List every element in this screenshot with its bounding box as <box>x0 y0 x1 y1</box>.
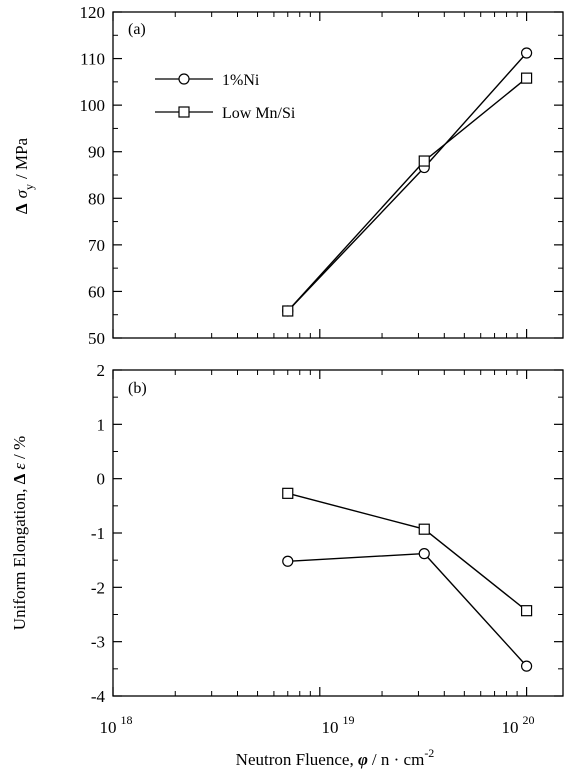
panel-b-series <box>282 487 533 672</box>
panel-b-ylabel: Uniform Elongation, Δε/ % <box>10 436 29 630</box>
panel-a: 50 60 70 80 90 100 110 120 (a) 1%Ni Low Mn/Si Δ… <box>12 3 564 348</box>
series-line-1-ni <box>287 552 528 667</box>
data-point-low-mn-si <box>282 487 294 499</box>
ytick-label: -1 <box>91 524 105 543</box>
data-point-low-mn-si <box>418 155 430 167</box>
x-axis-title: Neutron Fluence, φ / n · cm-2 <box>236 746 435 769</box>
x-tick-labels: 10 18 10 19 10 20 <box>100 713 535 737</box>
panel-a-ticks <box>112 11 563 339</box>
ytick-label: 70 <box>88 236 105 255</box>
ytick-label: 2 <box>97 361 106 380</box>
xtick-label-1e19: 10 19 <box>322 713 355 737</box>
data-point-1-ni <box>418 548 430 560</box>
legend-label-1pct-ni: 1%Ni <box>222 72 260 89</box>
xtick-label-1e20: 10 20 <box>502 713 535 737</box>
data-point-low-mn-si <box>520 72 533 84</box>
ytick-label: 100 <box>80 96 106 115</box>
data-point-1-ni <box>282 555 294 567</box>
panel-b-frame <box>112 369 564 697</box>
ytick-label: 60 <box>88 282 105 301</box>
panel-b: -4 -3 -2 -1 0 1 2 (b) 10 18 10 19 10 20 Neutron F… <box>10 361 564 769</box>
panel-a-ytick-labels: 50 60 70 80 90 100 110 120 <box>80 3 106 348</box>
ytick-label: 90 <box>88 143 105 162</box>
ytick-label: 110 <box>80 50 105 69</box>
legend-label-low-mn-si: Low Mn/Si <box>222 105 296 122</box>
panel-a-series <box>282 47 533 317</box>
ytick-label: 80 <box>88 189 105 208</box>
ytick-label: -2 <box>91 578 105 597</box>
panel-b-ticks <box>112 369 563 697</box>
legend-marker-square <box>178 106 190 118</box>
ytick-label: 1 <box>97 415 106 434</box>
legend-marker-circle <box>178 73 190 85</box>
panel-b-ytick-labels: -4 -3 -2 -1 0 1 2 <box>91 361 106 706</box>
panel-a-ylabel: Δσy/ MPa <box>12 137 36 214</box>
data-point-1-ni <box>520 660 533 672</box>
data-point-1-ni <box>520 47 533 59</box>
panel-b-label: (b) <box>128 380 147 397</box>
series-line-low-mn-si <box>287 492 528 612</box>
ytick-label: -4 <box>91 687 106 706</box>
panel-a-label: (a) <box>128 21 146 38</box>
panel-a-frame <box>112 11 564 339</box>
ytick-label: 0 <box>97 470 106 489</box>
data-point-low-mn-si <box>418 523 430 535</box>
ytick-label: 120 <box>80 3 106 22</box>
data-point-low-mn-si <box>282 305 294 317</box>
series-line-low-mn-si <box>287 77 528 312</box>
xtick-label-1e18: 10 18 <box>100 713 133 737</box>
data-point-low-mn-si <box>520 605 533 617</box>
panel-a-legend: 1%Ni Low Mn/Si <box>155 72 296 122</box>
ytick-label: -3 <box>91 633 105 652</box>
ytick-label: 50 <box>88 329 105 348</box>
